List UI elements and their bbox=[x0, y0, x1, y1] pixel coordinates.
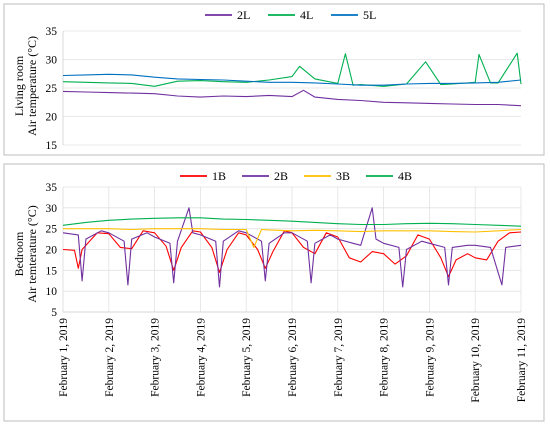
y-tick-label: 15 bbox=[46, 265, 58, 277]
legend-label-4B: 4B bbox=[398, 169, 412, 183]
x-tick-label: February 6, 2019 bbox=[287, 318, 299, 397]
living-room-chart: 15 20 25 30 35 Living room Air temperature (… bbox=[12, 8, 522, 152]
series-line-4B bbox=[62, 217, 522, 227]
series-line-2B bbox=[62, 207, 522, 288]
bedroom-y-ticks: 5 10 15 20 25 30 35 bbox=[46, 182, 58, 319]
living-room-series bbox=[62, 52, 522, 107]
living-room-y-ticks: 15 20 25 30 35 bbox=[46, 26, 58, 152]
series-line-2L bbox=[62, 89, 522, 107]
y-tick-label: 35 bbox=[46, 182, 58, 194]
bottom-panel-frame bbox=[3, 163, 545, 422]
y-tick-label: 25 bbox=[46, 83, 58, 95]
living-room-gridlines bbox=[62, 30, 521, 146]
living-room-y-label-line2: Air temperature (°C) bbox=[25, 36, 39, 136]
x-tick-label: February 1, 2019 bbox=[58, 318, 70, 397]
series-line-4L bbox=[62, 52, 522, 87]
series-line-3B bbox=[63, 228, 522, 248]
living-room-y-label-line1: Living room bbox=[12, 55, 26, 116]
y-tick-label: 30 bbox=[46, 55, 58, 67]
series-line-1B bbox=[62, 230, 522, 278]
y-tick-label: 20 bbox=[46, 112, 58, 124]
x-tick-label: February 9, 2019 bbox=[424, 318, 436, 397]
bedroom-x-ticks: February 1, 2019 February 2, 2019 February… bbox=[58, 318, 528, 403]
series-line-5L bbox=[62, 73, 522, 86]
x-tick-label: February 4, 2019 bbox=[195, 318, 207, 397]
legend-label-2L: 2L bbox=[237, 8, 250, 22]
bedroom-legend: 1B 2B 3B 4B bbox=[180, 169, 412, 183]
x-tick-label: February 3, 2019 bbox=[150, 318, 162, 397]
x-tick-label: February 7, 2019 bbox=[333, 318, 345, 397]
x-tick-label: February 5, 2019 bbox=[241, 318, 253, 397]
x-tick-label: February 11, 2019 bbox=[516, 318, 528, 402]
x-tick-label: February 2, 2019 bbox=[104, 318, 116, 397]
legend-label-4L: 4L bbox=[300, 8, 313, 22]
x-tick-label: February 10, 2019 bbox=[470, 318, 482, 403]
y-tick-label: 25 bbox=[46, 224, 58, 236]
bedroom-y-label-line2: Air temterature (°C) bbox=[25, 205, 39, 302]
y-tick-label: 5 bbox=[51, 307, 57, 319]
legend-label-5L: 5L bbox=[363, 8, 376, 22]
y-tick-label: 30 bbox=[46, 203, 58, 215]
legend-label-3B: 3B bbox=[336, 169, 350, 183]
legend-label-2B: 2B bbox=[274, 169, 288, 183]
y-tick-label: 10 bbox=[46, 286, 58, 298]
bedroom-y-label-line1: Bedroom bbox=[12, 231, 26, 276]
legend-label-1B: 1B bbox=[212, 169, 226, 183]
y-tick-label: 20 bbox=[46, 245, 58, 257]
bedroom-chart: 5 10 15 20 25 30 35 February 1, 2019 February 2… bbox=[12, 169, 528, 403]
living-room-legend: 2L 4L 5L bbox=[205, 8, 376, 22]
y-tick-label: 35 bbox=[46, 26, 58, 38]
bedroom-series bbox=[62, 207, 522, 288]
y-tick-label: 15 bbox=[46, 140, 58, 152]
x-tick-label: February 8, 2019 bbox=[379, 318, 391, 397]
